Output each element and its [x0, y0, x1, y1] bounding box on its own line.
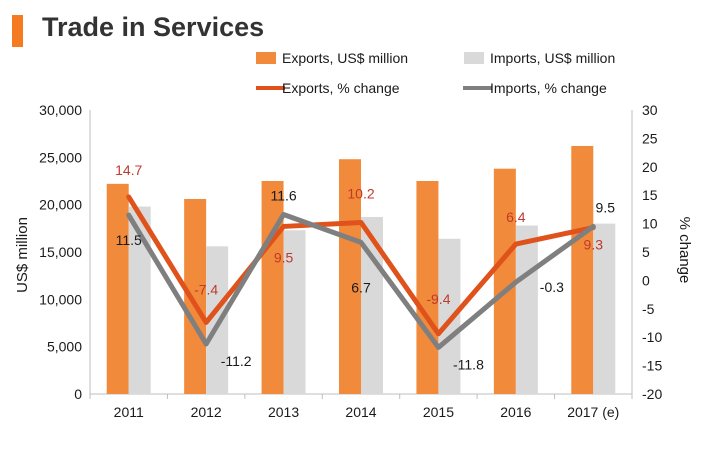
x-tick-label: 2012: [191, 404, 222, 420]
exports-bar: [184, 198, 207, 394]
exports-change-label: -9.4: [426, 291, 450, 307]
y-left-tick-label: 30,000: [39, 102, 82, 118]
x-tick-label: 2016: [500, 404, 531, 420]
legend: Exports, US$ million Imports, US$ millio…: [256, 50, 615, 96]
imports-bar: [515, 225, 538, 394]
exports-bar: [493, 168, 516, 394]
imports-change-label: -11.8: [453, 356, 484, 372]
exports-bar: [261, 181, 284, 394]
imports-change-label: 9.5: [596, 199, 616, 215]
y-left-tick-label: 15,000: [39, 244, 82, 260]
y-right-tick-label: 10: [642, 216, 658, 232]
exports-change-line: [126, 194, 596, 337]
imports-bar: [128, 206, 151, 394]
chart-title: Trade in Services: [42, 12, 265, 42]
x-tick-label: 2013: [268, 404, 299, 420]
imports-bar: [283, 230, 306, 394]
legend-label-imports-line: Imports, % change: [490, 80, 607, 96]
y-left-tick-label: 0: [74, 386, 82, 402]
exports-change-label: 9.3: [584, 237, 604, 253]
exports-change-label: 10.2: [347, 185, 374, 201]
exports-change-label: 6.4: [506, 209, 526, 225]
y-right-tick-label: -15: [642, 358, 662, 374]
y-right-tick-label: 15: [642, 187, 658, 203]
imports-bar: [593, 223, 616, 394]
imports-bar: [206, 246, 229, 394]
y-right-axis-title: % change: [676, 217, 693, 284]
legend-label-exports-bar: Exports, US$ million: [282, 50, 408, 66]
y-right-tick-label: 25: [642, 130, 658, 146]
imports-change-label: -0.3: [540, 279, 564, 295]
legend-label-exports-line: Exports, % change: [282, 80, 400, 96]
imports-change-label: 6.7: [351, 279, 371, 295]
exports-bar: [416, 181, 439, 394]
x-tick-label: 2011: [114, 404, 144, 420]
y-right-tick-label: -5: [642, 301, 655, 317]
imports-change-label: 11.5: [116, 232, 142, 248]
exports-bar: [339, 159, 361, 394]
title-accent-bar: [12, 15, 23, 47]
y-right-tick-label: 0: [642, 272, 650, 288]
y-right-tick-label: 30: [642, 102, 658, 118]
imports-change-label: -11.2: [221, 353, 252, 369]
exports-change-label: -7.4: [194, 281, 218, 297]
legend-label-imports-bar: Imports, US$ million: [490, 50, 615, 66]
y-left-tick-label: 25,000: [39, 149, 82, 165]
y-left-tick-label: 5,000: [47, 339, 82, 355]
imports-bar: [438, 238, 461, 394]
legend-swatch-exports-bar: [256, 52, 276, 64]
x-tick-label: 2014: [345, 404, 376, 420]
y-right-tick-label: 20: [642, 159, 658, 175]
y-left-tick-label: 20,000: [39, 197, 82, 213]
imports-change-label: 11.6: [270, 188, 296, 204]
y-left-tick-label: 10,000: [39, 291, 82, 307]
legend-swatch-imports-bar: [464, 52, 484, 64]
y-right-tick-label: 5: [642, 244, 650, 260]
imports-change-line: [126, 212, 596, 350]
y-left-axis-title: US$ million: [14, 217, 31, 293]
y-right-tick-label: -20: [642, 386, 662, 402]
exports-change-label: 9.5: [274, 249, 294, 265]
y-right-tick-label: -10: [642, 329, 662, 345]
exports-change-label: 14.7: [115, 162, 142, 178]
exports-bar: [106, 183, 129, 394]
x-tick-label: 2017 (e): [567, 404, 619, 420]
x-tick-label: 2015: [423, 404, 454, 420]
plot-area: 0 5,000 10,000 15,000 20,000 25,000 30,000 -20 -…: [39, 102, 662, 420]
exports-bar: [571, 145, 594, 394]
